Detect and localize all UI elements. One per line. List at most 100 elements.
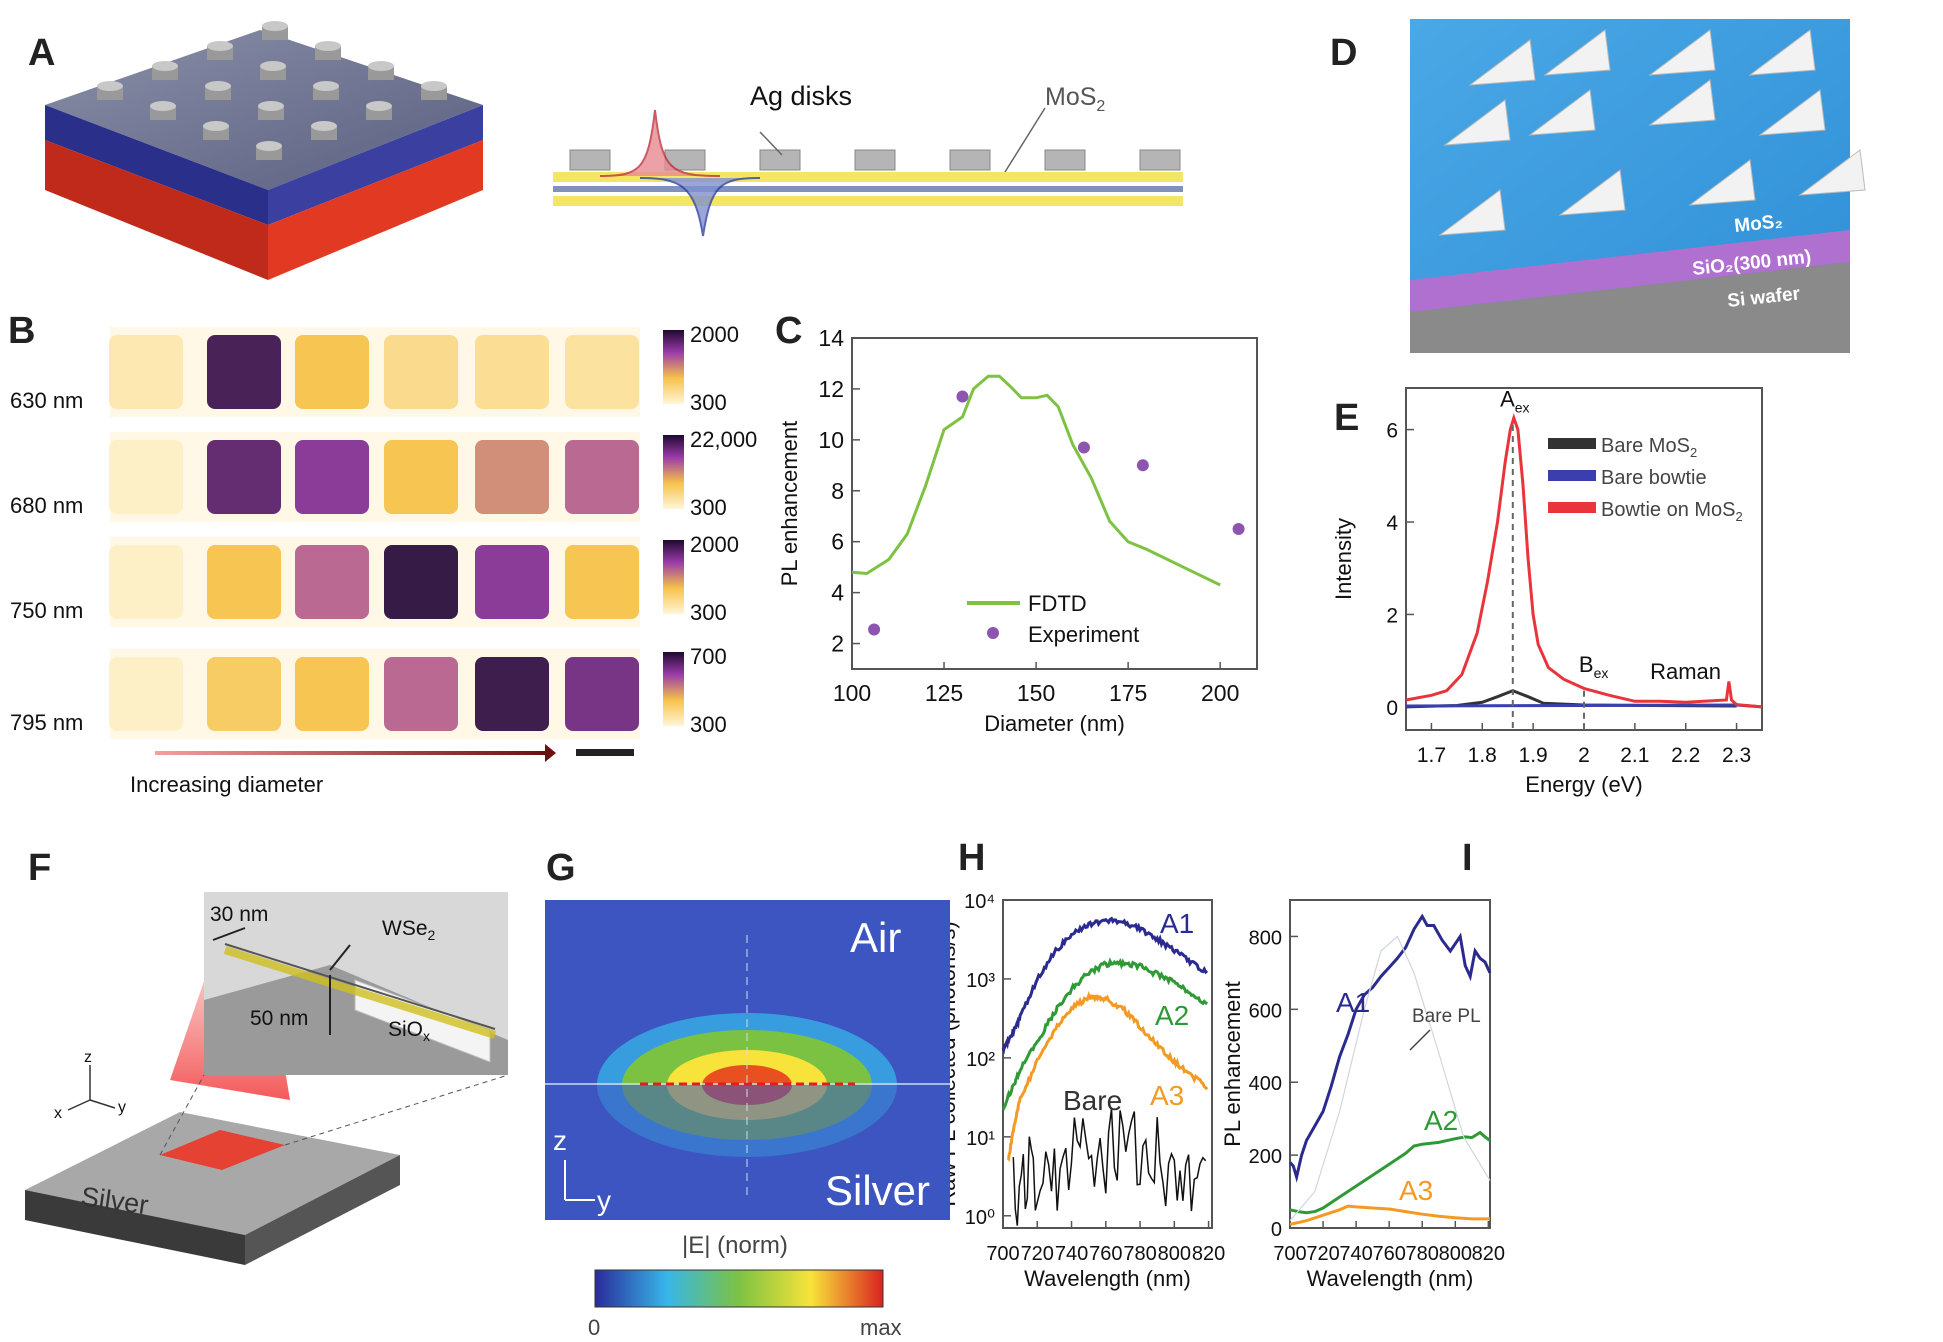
legend-label: Bare MoS2 [1601,435,1697,460]
series-label-a3: A3 [1150,1080,1184,1111]
axis-x-label: x [54,1105,62,1122]
colorbar-max-label: 2000 [690,322,739,347]
panel-b-pl-maps: 630 nm2000300680 nm22,000300750 nm200030… [10,322,757,739]
panel-d-bowtie-render: MoS₂ SiO₂(300 nm) Si wafer [1410,19,1865,353]
x-tick-label: 820 [1192,1243,1225,1265]
pl-map-square [384,440,458,514]
chart-e-intensity-vs-energy: 1.7 1.8 1.9 2 2.1 2.2 2.3 0 2 4 6 Energy (eV) Intens… [1331,386,1762,797]
series-line-bare-pl [1290,936,1490,1220]
pl-map-square [565,657,639,731]
data-point-experiment [956,391,968,403]
panel-label-e: E [1334,397,1359,439]
data-point-experiment [1137,459,1149,471]
series-label-a2: A2 [1155,1000,1189,1031]
colorbar-max-label: 700 [690,644,727,669]
x-axis-label: Wavelength (nm) [1307,1266,1474,1291]
pl-map-square [565,545,639,619]
panel-label-g: G [546,847,576,889]
y-tick-label: 2 [1386,604,1398,627]
intensity-colorbar [663,652,684,726]
ag-disk [950,150,990,170]
ag-disk-top [152,61,178,71]
colorbar-max-label: 22,000 [690,427,757,452]
series-label-a1: A1 [1160,908,1194,939]
ag-disk-top [203,121,229,131]
legend-swatch [1548,438,1596,449]
panel-g-field-map: Air Silver z y |E| (norm) 0 max [545,900,950,1340]
legend-label-sub: 2 [1690,445,1697,460]
ag-disk-top [260,61,286,71]
y-tick-label: 10 [818,427,844,453]
y-axis-label: PL enhancement [777,421,802,587]
x-tick-label: 740 [1055,1243,1088,1265]
chart-h-raw-pl: 700 720 740 760 780 800 820 10⁰ 10¹ 10² 10³ 10⁴ Wave… [935,891,1225,1291]
thickness-label: 30 nm [210,903,268,926]
ag-disk-top [366,101,392,111]
x-tick-label: 1.7 [1417,744,1446,767]
x-axis-label: Wavelength (nm) [1024,1266,1191,1291]
panel-label-h: H [958,837,985,879]
legend-label-experiment: Experiment [1028,622,1139,647]
x-tick-label: 175 [1109,680,1147,706]
axis-y-label: y [597,1185,611,1216]
ag-disk-top [421,81,447,91]
legend-swatch [1548,470,1596,481]
x-tick-label: 760 [1089,1243,1122,1265]
y-tick-label: 4 [1386,512,1398,535]
y-tick-label: 12 [818,376,844,402]
increasing-diameter-label: Increasing diameter [130,772,323,797]
pl-map-square [109,545,183,619]
plot-frame [852,338,1257,669]
x-axis-label: Diameter (nm) [984,711,1125,736]
x-tick-label: 760 [1372,1243,1405,1265]
axes-triad-icon: z x y [54,1049,126,1122]
pl-map-square [475,545,549,619]
scale-bar [576,749,634,756]
annotation-a-ex: Aex [1500,386,1529,415]
panel-label-i: I [1462,837,1473,879]
ag-disk-top [150,101,176,111]
y-tick-label: 800 [1249,927,1282,949]
panel-label-c: C [775,310,802,352]
legend-label: Bare bowtie [1601,467,1707,489]
ag-disk [1045,150,1085,170]
ag-disk-top [256,141,282,151]
pl-map-square [207,545,281,619]
intensity-colorbar [663,435,684,509]
y-tick-label: 10² [966,1049,995,1071]
x-tick-label: 1.9 [1519,744,1548,767]
series-label-bare: Bare [1063,1085,1122,1116]
x-tick-label: 780 [1406,1243,1439,1265]
series-label-a3: A3 [1399,1175,1433,1206]
pl-map-square [295,335,369,409]
ag-disk-top [205,81,231,91]
x-tick-label: 125 [925,680,963,706]
colorbar-min-label: 300 [690,600,727,625]
y-tick-label: 10¹ [966,1128,995,1150]
series-line-bare [1013,1109,1205,1226]
chart-c-pl-enhancement-vs-diameter: 100 125 150 175 2002468101214Diameter (nm)PL… [777,325,1257,736]
y-axis-label: Intensity [1331,518,1356,600]
x-tick-label: 100 [833,680,871,706]
mos2-label: MoS2 [1045,83,1105,115]
ag-disk-top [315,41,341,51]
pl-map-row-bg [110,649,640,739]
row-wavelength-label: 795 nm [10,710,83,735]
wse2-label: WSe2 [382,917,436,943]
data-point-experiment [1078,441,1090,453]
y-tick-label: 10⁴ [964,891,995,913]
pl-map-square [295,657,369,731]
panel-label-b: B [8,310,35,352]
x-tick-label: 150 [1017,680,1055,706]
data-point-experiment [1233,523,1245,535]
colorbar-min: 0 [588,1315,600,1340]
axis-z-label: z [84,1049,92,1066]
colorbar-max-label: 2000 [690,532,739,557]
ag-disk [855,150,895,170]
x-tick-label: 2.1 [1620,744,1649,767]
ag-disk-top [311,121,337,131]
series-line-fdtd [852,376,1220,585]
y-tick-label: 6 [1386,420,1398,443]
y-axis-label: PL enhancement [1220,981,1245,1147]
ag-disk [570,150,610,170]
